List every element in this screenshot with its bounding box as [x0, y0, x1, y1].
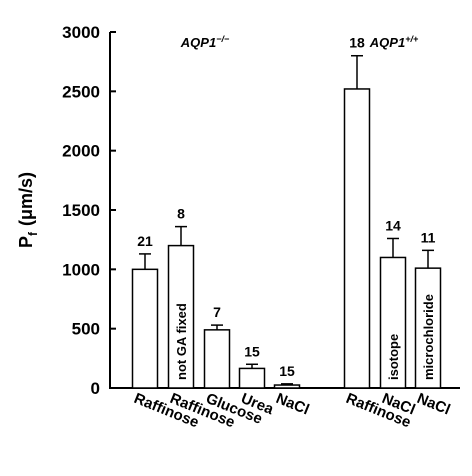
count-label: 11 [421, 229, 436, 245]
y-tick-label: 0 [91, 379, 100, 398]
y-tick-label: 3000 [62, 23, 100, 42]
x-tick-label: NaCl [274, 390, 312, 419]
group-sup: +/+ [405, 34, 419, 44]
y-tick-label: 1500 [62, 201, 100, 220]
bar [414, 267, 442, 389]
count-label: 8 [177, 206, 185, 222]
group-label: AQP1−/− [180, 34, 230, 50]
count-label: 15 [279, 363, 295, 379]
group-name: AQP1 [180, 35, 216, 50]
y-label-main: P [16, 236, 36, 248]
y-tick-label: 500 [72, 320, 100, 339]
group-label: AQP1+/+ [369, 34, 419, 50]
bar-label: microchloride [421, 294, 436, 380]
y-label-sub: f [26, 231, 40, 236]
bar [343, 88, 371, 389]
count-label: 14 [385, 217, 401, 233]
count-label: 18 [349, 35, 365, 51]
bar [273, 384, 301, 389]
y-tick-label: 1000 [62, 260, 100, 279]
group-sup: −/− [216, 34, 230, 44]
bar [379, 256, 407, 389]
bar [203, 329, 231, 389]
y-tick-label: 2500 [62, 82, 100, 101]
y-axis-label: Pf (μm/s) [16, 172, 40, 248]
y-label-unit: (μm/s) [16, 172, 36, 226]
bar [167, 244, 195, 389]
bar-label: not GA fixed [174, 303, 189, 380]
count-label: 7 [213, 304, 221, 320]
group-name: AQP1 [369, 35, 405, 50]
bar [131, 268, 159, 389]
bar [238, 367, 266, 389]
x-tick-label: NaCl [415, 390, 453, 419]
count-label: 21 [137, 233, 153, 249]
y-tick-label: 2000 [62, 142, 100, 161]
count-label: 15 [244, 343, 260, 359]
bar-label: isotope [386, 334, 401, 380]
